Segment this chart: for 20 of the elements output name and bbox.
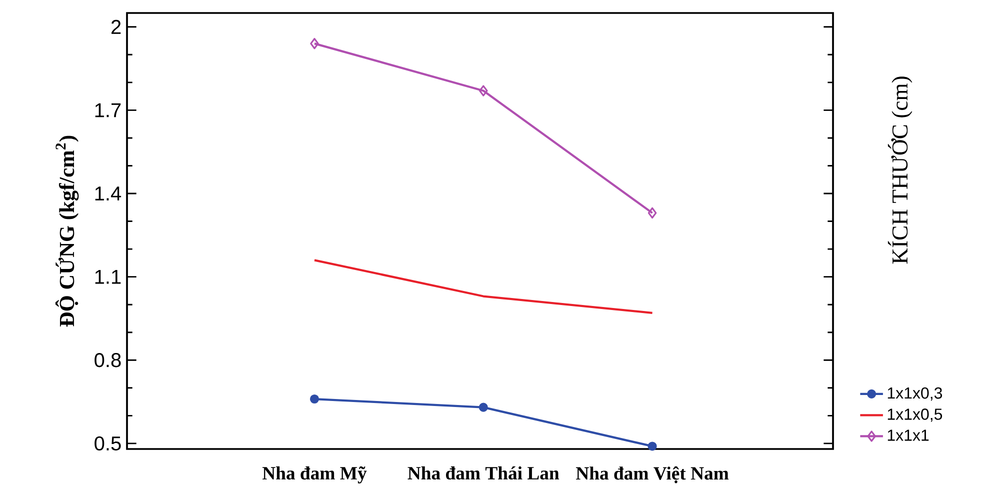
y-tick-label: 1.4 [95, 186, 122, 200]
legend-title: KÍCH THƯỚC (cm) [888, 76, 912, 264]
point [478, 402, 488, 412]
y-tick-label: 2 [112, 20, 121, 34]
y-axis-title: ĐỘ CỨNG (kgf/cm$^{2}$) [55, 136, 79, 327]
x-tick-label: Nha đam Việt Nam [576, 466, 729, 484]
legend-label: 1x1x0,3 [888, 387, 942, 401]
y-tick-label: 0.8 [94, 353, 121, 368]
point [310, 394, 320, 404]
legend-label: 1x1x1 [888, 430, 929, 441]
legend-label: 1x1x0,5 [888, 408, 942, 422]
point [648, 442, 657, 451]
point [648, 207, 657, 219]
x-tick-label: Nha đam Thái Lan [408, 466, 560, 480]
point [478, 85, 488, 96]
y-tick-label: 1.7 [95, 103, 121, 118]
y-tick-label: 0.5 [94, 436, 121, 451]
point [310, 38, 319, 50]
x-tick-label: Nha đam Mỹ [262, 466, 367, 484]
y-tick-label: 1.1 [95, 270, 121, 284]
